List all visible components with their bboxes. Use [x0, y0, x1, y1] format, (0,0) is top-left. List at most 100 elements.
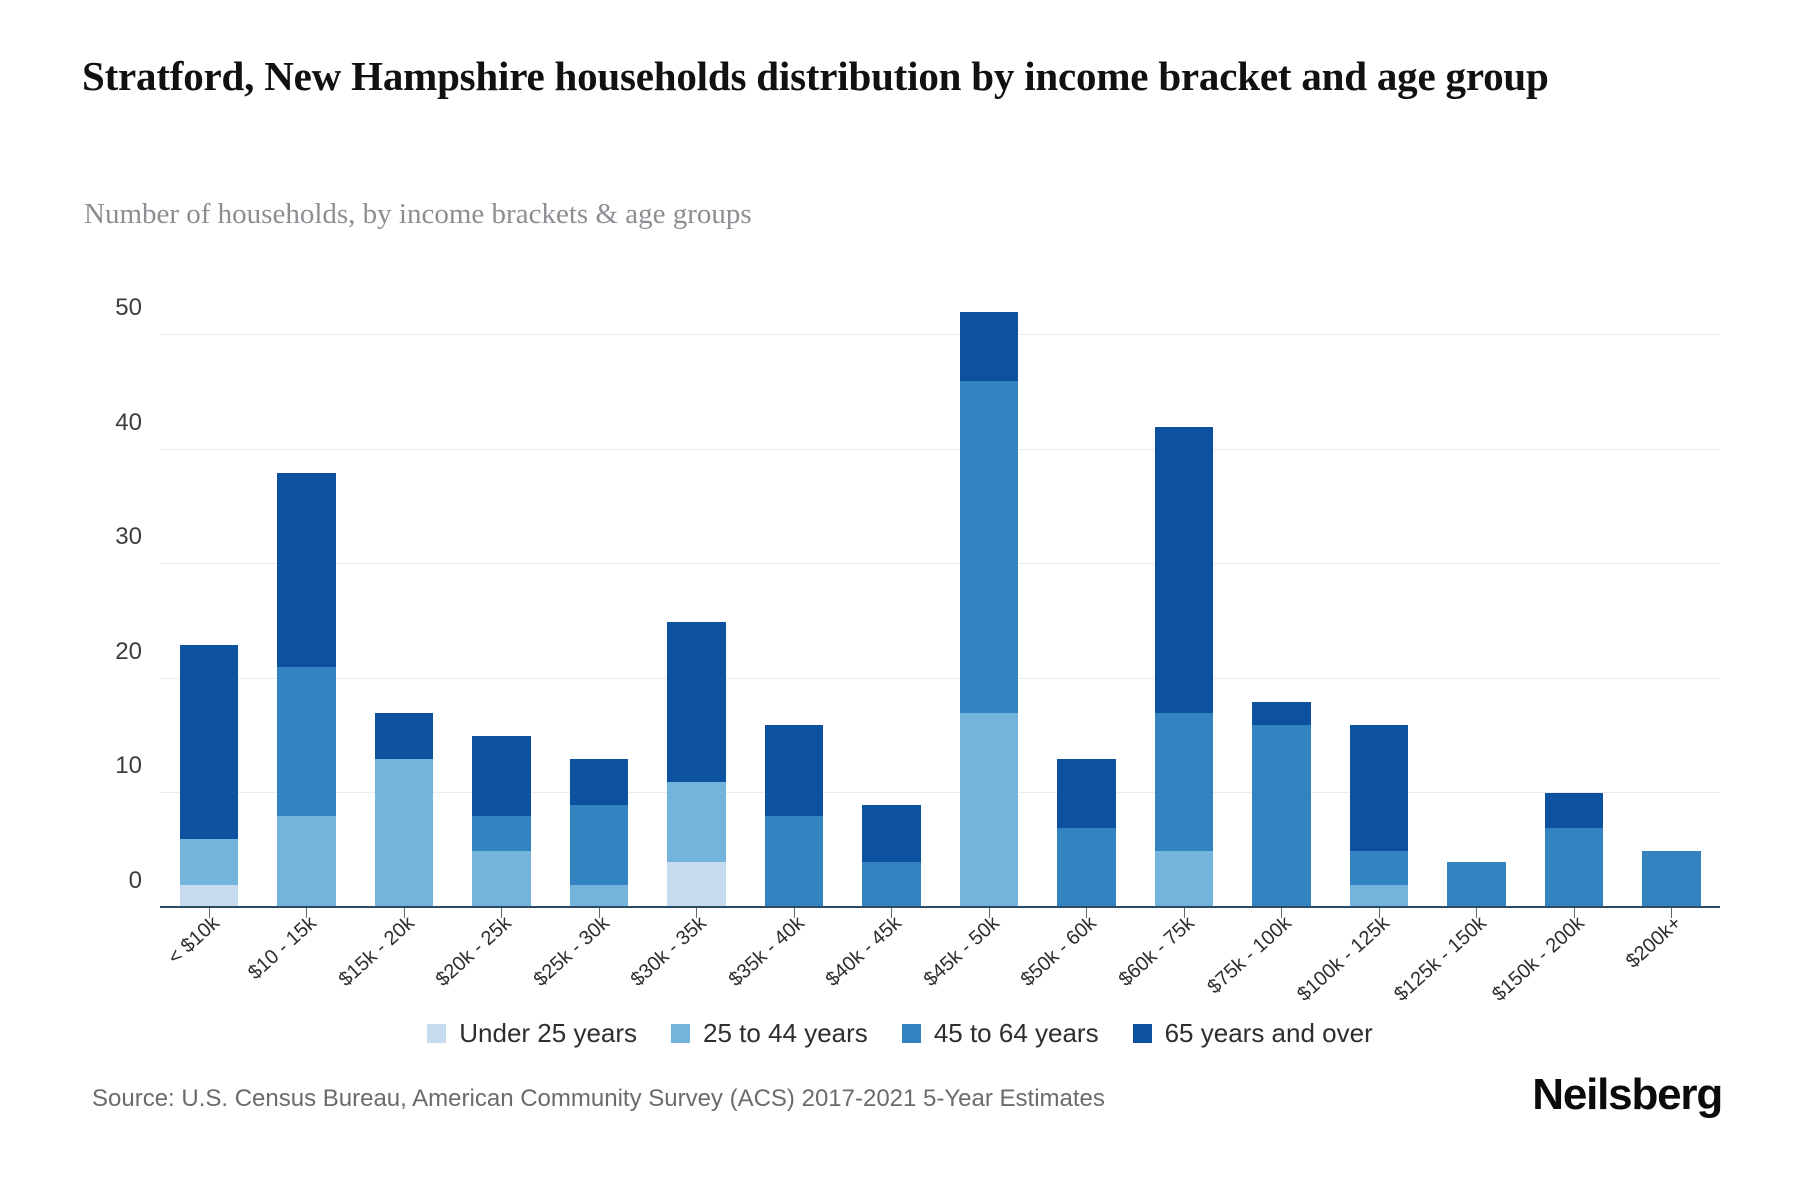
bar-segment[interactable]	[277, 472, 336, 668]
bar-segment[interactable]	[862, 862, 921, 908]
x-axis-tick-mark	[1281, 908, 1283, 918]
y-axis-tick-label: 40	[115, 408, 142, 436]
x-axis-tick-mark	[1573, 908, 1575, 918]
bar-segment[interactable]	[862, 804, 921, 863]
bar-segment[interactable]	[1057, 827, 1116, 908]
x-axis-tick-mark	[403, 908, 405, 918]
bar-segment[interactable]	[667, 862, 726, 908]
bar-segment[interactable]	[277, 667, 336, 817]
x-axis-tick-labels: < $10k $10 - 15k $15k - 20k $20k - 25k $25k …	[160, 912, 1720, 1022]
gridline	[160, 334, 1720, 336]
bar-segment[interactable]	[569, 759, 628, 805]
legend-label: 25 to 44 years	[703, 1018, 868, 1048]
bar-segment[interactable]	[667, 621, 726, 782]
x-axis-tick-mark	[793, 908, 795, 918]
bar-group[interactable]	[1447, 862, 1506, 908]
bar-segment[interactable]	[1252, 701, 1311, 725]
bar-group[interactable]	[1349, 724, 1408, 908]
gridline	[160, 563, 1720, 565]
plot-area: 0 10 20 30 40 50	[115, 278, 1720, 918]
bar-segment[interactable]	[374, 713, 433, 760]
legend-item[interactable]: 25 to 44 years	[671, 1018, 868, 1049]
bar-segment[interactable]	[179, 839, 238, 886]
bar-segment[interactable]	[569, 804, 628, 886]
x-axis-tick-mark	[1378, 908, 1380, 918]
x-axis-tick-mark	[306, 908, 308, 918]
bar-segment[interactable]	[1349, 885, 1408, 908]
bar-segment[interactable]	[959, 312, 1018, 382]
bar-group[interactable]	[764, 724, 823, 908]
bar-segment[interactable]	[1154, 426, 1213, 714]
x-axis-tick-mark	[1183, 908, 1185, 918]
bar-group[interactable]	[1154, 426, 1213, 908]
bar-group[interactable]	[179, 644, 238, 908]
x-axis-tick-mark	[1671, 908, 1673, 918]
legend-swatch-icon	[671, 1024, 691, 1043]
legend-item[interactable]: 65 years and over	[1132, 1018, 1373, 1049]
y-axis-tick-label: 50	[115, 294, 142, 322]
x-axis-tick-mark	[1086, 908, 1088, 918]
bar-group[interactable]	[862, 804, 921, 908]
bar-segment[interactable]	[277, 816, 336, 908]
bar-group[interactable]	[1544, 793, 1603, 908]
bar-segment[interactable]	[472, 736, 531, 817]
legend-item[interactable]: Under 25 years	[427, 1018, 637, 1049]
x-axis-line	[160, 906, 1720, 908]
chart-legend: Under 25 years 25 to 44 years 45 to 64 yea…	[0, 1018, 1800, 1049]
x-axis-tick-mark	[1476, 908, 1478, 918]
bar-segment[interactable]	[1154, 850, 1213, 908]
legend-swatch-icon	[901, 1024, 921, 1043]
y-axis-tick-label: 10	[115, 752, 142, 780]
bar-segment[interactable]	[1252, 724, 1311, 908]
bar-segment[interactable]	[179, 885, 238, 908]
bar-segment[interactable]	[764, 724, 823, 817]
bar-segment[interactable]	[1349, 724, 1408, 851]
bar-group[interactable]	[277, 472, 336, 908]
bar-segment[interactable]	[959, 713, 1018, 908]
bar-segment[interactable]	[472, 816, 531, 851]
bar-group[interactable]	[1057, 759, 1116, 908]
bar-segment[interactable]	[1642, 850, 1701, 908]
legend-swatch-icon	[427, 1024, 447, 1043]
bar-segment[interactable]	[472, 850, 531, 908]
x-axis-tick-mark	[988, 908, 990, 918]
gridline	[160, 792, 1720, 794]
gridline	[160, 677, 1720, 679]
bar-segment[interactable]	[959, 381, 1018, 714]
bar-segment[interactable]	[1544, 793, 1603, 828]
bar-segment[interactable]	[1349, 850, 1408, 886]
source-note: Source: U.S. Census Bureau, American Com…	[92, 1085, 1105, 1112]
bar-group[interactable]	[667, 621, 726, 908]
bar-segment[interactable]	[1447, 862, 1506, 908]
bar-segment[interactable]	[764, 816, 823, 908]
y-axis-tick-label: 20	[115, 637, 142, 665]
legend-item[interactable]: 45 to 64 years	[901, 1018, 1099, 1049]
x-axis-tick-mark	[696, 908, 698, 918]
y-axis-tick-label: 30	[115, 523, 142, 551]
neilsberg-logo: Neilsberg	[1532, 1070, 1723, 1119]
chart-subtitle: Number of households, by income brackets…	[84, 198, 752, 230]
x-axis-tick-mark	[208, 908, 210, 918]
bar-group[interactable]	[1252, 701, 1311, 908]
bar-segment[interactable]	[374, 759, 433, 908]
bar-group[interactable]	[959, 312, 1018, 908]
bar-segment[interactable]	[1154, 713, 1213, 851]
bar-segment[interactable]	[667, 782, 726, 863]
bar-segment[interactable]	[1544, 827, 1603, 908]
x-axis-tick-mark	[891, 908, 893, 918]
bar-group[interactable]	[569, 759, 628, 908]
gridline	[160, 448, 1720, 450]
bar-group[interactable]	[472, 736, 531, 908]
legend-label: Under 25 years	[459, 1018, 638, 1048]
bar-group[interactable]	[374, 713, 433, 908]
y-axis-tick-label: 0	[128, 867, 142, 894]
legend-swatch-icon	[1132, 1024, 1152, 1043]
x-axis-tick-mark	[501, 908, 503, 918]
bar-segment[interactable]	[1057, 759, 1116, 828]
bar-series-container	[160, 278, 1720, 908]
page-title: Stratford, New Hampshire households dist…	[82, 53, 1549, 99]
bar-group[interactable]	[1642, 850, 1701, 908]
bar-segment[interactable]	[569, 885, 628, 908]
bar-segment[interactable]	[179, 644, 238, 840]
